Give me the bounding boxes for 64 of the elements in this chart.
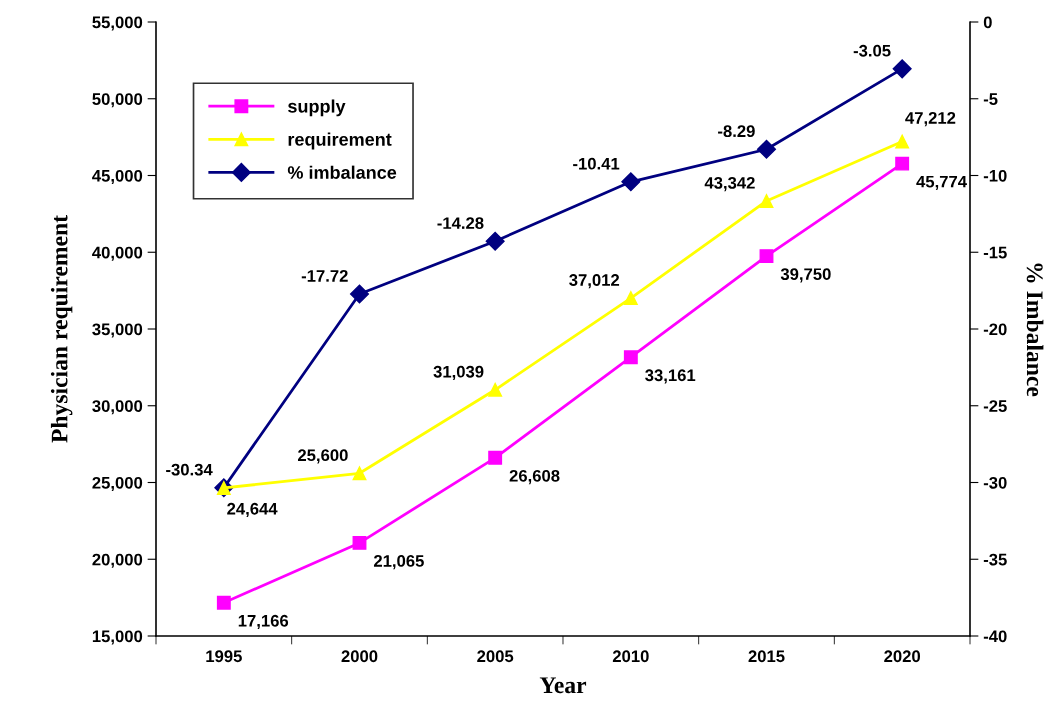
point (759, 194, 774, 208)
data-label: 31,039 (433, 365, 484, 381)
point (488, 382, 503, 397)
point (488, 450, 503, 465)
y2-tick-label: -40 (983, 630, 1007, 643)
point (892, 59, 912, 79)
point (623, 291, 638, 306)
y2-tick-label: -20 (983, 323, 1007, 336)
point (759, 249, 774, 264)
data-label: 43,342 (704, 176, 755, 192)
data-label: 33,161 (645, 369, 696, 384)
data-label: -8.29 (718, 125, 755, 138)
data-label: -14.28 (437, 217, 484, 230)
x-tick-label: 2020 (884, 650, 921, 663)
point (352, 466, 367, 481)
x-tick-label: 1995 (206, 650, 242, 663)
x-axis-title: Year (539, 677, 587, 694)
y2-tick-label: 0 (983, 16, 992, 29)
data-label: -10.41 (573, 157, 620, 170)
data-label: 17,166 (238, 614, 289, 630)
point (485, 231, 505, 251)
y2-tick-label: -5 (983, 93, 998, 105)
y-tick-label: 40,000 (92, 246, 143, 261)
y2-tick-label: -25 (983, 400, 1007, 412)
data-label: 37,012 (569, 274, 620, 289)
y-tick-label: 25,000 (92, 476, 143, 492)
y2-axis-title: % Imbalance (1026, 263, 1044, 397)
y-tick-label: 35,000 (92, 323, 143, 338)
point (216, 595, 231, 610)
legend-label: % imbalance (287, 165, 397, 179)
x-tick-label: 2015 (748, 650, 785, 663)
data-label: -30.34 (166, 463, 213, 476)
data-label: -17.72 (301, 270, 348, 282)
point (756, 139, 777, 159)
point (349, 284, 370, 304)
data-label: 39,750 (780, 268, 831, 283)
x-tick-label: 2010 (612, 650, 649, 663)
point (621, 172, 641, 192)
data-label: 26,608 (509, 469, 560, 485)
data-label: 24,644 (227, 502, 278, 518)
data-label: -3.05 (853, 44, 891, 57)
y-tick-label: 20,000 (92, 553, 143, 568)
point (623, 350, 638, 365)
point (895, 156, 910, 171)
y2-tick-label: -35 (983, 553, 1007, 566)
x-tick-label: 2005 (477, 650, 514, 663)
y-tick-label: 15,000 (92, 630, 143, 645)
legend-label: requirement (288, 132, 392, 150)
x-tick-label: 2000 (341, 650, 378, 663)
y-tick-label: 45,000 (92, 169, 143, 185)
y2-tick-label: -30 (983, 476, 1007, 489)
legend-label: supply (288, 99, 346, 117)
data-label: 47,212 (905, 112, 956, 127)
data-label: 45,774 (916, 175, 967, 190)
y-tick-label: 55,000 (92, 16, 143, 31)
point (895, 134, 910, 149)
y-tick-label: 30,000 (92, 400, 143, 415)
data-label: 21,065 (373, 555, 424, 570)
y-tick-label: 50,000 (92, 93, 143, 108)
y-axis-title: Physician requirement (50, 215, 73, 443)
data-label: 25,600 (298, 449, 348, 464)
point (352, 535, 367, 550)
y2-tick-label: -10 (983, 169, 1007, 182)
y2-tick-label: -15 (983, 246, 1007, 259)
